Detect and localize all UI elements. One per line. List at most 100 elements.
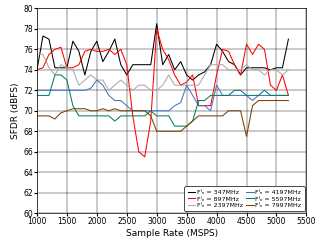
Fᴵₙ = 7997MHz [245, 135, 248, 138]
Fᴵₙ = 347MHz [119, 63, 123, 66]
Fᴵₙ = 2397MHz [287, 68, 291, 71]
Fᴵₙ = 5597MHz [185, 125, 188, 128]
Fᴵₙ = 5597MHz [119, 114, 123, 117]
Fᴵₙ = 897MHz [131, 114, 135, 117]
Fᴵₙ = 347MHz [251, 66, 255, 69]
Fᴵₙ = 347MHz [239, 73, 242, 76]
Fᴵₙ = 347MHz [274, 66, 278, 69]
Fᴵₙ = 7997MHz [185, 125, 188, 128]
Line: Fᴵₙ = 4197MHz: Fᴵₙ = 4197MHz [37, 80, 289, 111]
Fᴵₙ = 2397MHz [47, 66, 51, 69]
Fᴵₙ = 347MHz [95, 40, 99, 43]
Fᴵₙ = 347MHz [203, 70, 206, 73]
Fᴵₙ = 347MHz [179, 60, 183, 63]
Fᴵₙ = 4197MHz [161, 109, 165, 112]
Fᴵₙ = 7997MHz [53, 118, 57, 121]
Fᴵₙ = 7997MHz [95, 109, 99, 112]
Fᴵₙ = 5597MHz [41, 94, 45, 97]
Fᴵₙ = 897MHz [155, 27, 159, 30]
Fᴵₙ = 897MHz [269, 84, 273, 87]
Fᴵₙ = 347MHz [227, 60, 230, 63]
Fᴵₙ = 2397MHz [137, 84, 141, 87]
Fᴵₙ = 897MHz [119, 48, 123, 51]
Fᴵₙ = 5597MHz [209, 94, 213, 97]
Fᴵₙ = 347MHz [113, 38, 117, 41]
Fᴵₙ = 5597MHz [89, 114, 93, 117]
Fᴵₙ = 5597MHz [35, 94, 39, 97]
Fᴵₙ = 347MHz [143, 63, 147, 66]
Fᴵₙ = 7997MHz [101, 107, 105, 110]
Fᴵₙ = 5597MHz [197, 99, 201, 102]
Fᴵₙ = 897MHz [65, 66, 69, 69]
Fᴵₙ = 7997MHz [274, 99, 278, 102]
Fᴵₙ = 2397MHz [95, 78, 99, 81]
Fᴵₙ = 2397MHz [227, 68, 230, 71]
Fᴵₙ = 347MHz [83, 73, 87, 76]
Fᴵₙ = 347MHz [35, 68, 39, 71]
Fᴵₙ = 5597MHz [281, 94, 284, 97]
Fᴵₙ = 7997MHz [149, 114, 153, 117]
Fᴵₙ = 897MHz [227, 50, 230, 53]
Fᴵₙ = 897MHz [53, 48, 57, 51]
Fᴵₙ = 347MHz [191, 78, 195, 81]
Fᴵₙ = 347MHz [71, 40, 75, 43]
Fᴵₙ = 7997MHz [215, 114, 219, 117]
Fᴵₙ = 7997MHz [47, 114, 51, 117]
Fᴵₙ = 347MHz [209, 63, 213, 66]
Fᴵₙ = 4197MHz [137, 109, 141, 112]
Fᴵₙ = 4197MHz [281, 94, 284, 97]
X-axis label: Sample Rate (MSPS): Sample Rate (MSPS) [126, 229, 218, 238]
Fᴵₙ = 897MHz [47, 53, 51, 56]
Fᴵₙ = 2397MHz [131, 89, 135, 92]
Fᴵₙ = 347MHz [125, 73, 129, 76]
Fᴵₙ = 347MHz [263, 66, 266, 69]
Fᴵₙ = 4197MHz [125, 104, 129, 107]
Fᴵₙ = 2397MHz [173, 84, 177, 87]
Fᴵₙ = 7997MHz [173, 130, 177, 133]
Fᴵₙ = 4197MHz [274, 94, 278, 97]
Fᴵₙ = 4197MHz [287, 94, 291, 97]
Fᴵₙ = 2397MHz [35, 53, 39, 56]
Fᴵₙ = 897MHz [256, 43, 260, 46]
Fᴵₙ = 2397MHz [179, 84, 183, 87]
Fᴵₙ = 897MHz [35, 68, 39, 71]
Fᴵₙ = 347MHz [281, 66, 284, 69]
Fᴵₙ = 7997MHz [233, 109, 237, 112]
Fᴵₙ = 347MHz [245, 66, 248, 69]
Fᴵₙ = 897MHz [197, 104, 201, 107]
Fᴵₙ = 4197MHz [251, 99, 255, 102]
Fᴵₙ = 2397MHz [221, 63, 224, 66]
Fᴵₙ = 2397MHz [101, 78, 105, 81]
Fᴵₙ = 7997MHz [269, 99, 273, 102]
Y-axis label: SFDR (dBFS): SFDR (dBFS) [11, 83, 20, 139]
Fᴵₙ = 7997MHz [83, 107, 87, 110]
Fᴵₙ = 7997MHz [143, 109, 147, 112]
Fᴵₙ = 897MHz [287, 94, 291, 97]
Fᴵₙ = 5597MHz [269, 94, 273, 97]
Line: Fᴵₙ = 7997MHz: Fᴵₙ = 7997MHz [37, 101, 289, 136]
Fᴵₙ = 4197MHz [155, 109, 159, 112]
Fᴵₙ = 347MHz [155, 22, 159, 25]
Fᴵₙ = 5597MHz [173, 125, 177, 128]
Fᴵₙ = 2397MHz [83, 78, 87, 81]
Fᴵₙ = 897MHz [167, 58, 171, 61]
Fᴵₙ = 4197MHz [245, 94, 248, 97]
Fᴵₙ = 897MHz [137, 150, 141, 153]
Fᴵₙ = 5597MHz [101, 114, 105, 117]
Line: Fᴵₙ = 347MHz: Fᴵₙ = 347MHz [37, 24, 289, 80]
Fᴵₙ = 2397MHz [269, 68, 273, 71]
Fᴵₙ = 7997MHz [137, 109, 141, 112]
Fᴵₙ = 4197MHz [239, 94, 242, 97]
Fᴵₙ = 347MHz [41, 35, 45, 37]
Fᴵₙ = 2397MHz [191, 84, 195, 87]
Fᴵₙ = 897MHz [125, 63, 129, 66]
Fᴵₙ = 897MHz [143, 156, 147, 158]
Fᴵₙ = 7997MHz [197, 114, 201, 117]
Fᴵₙ = 7997MHz [167, 130, 171, 133]
Fᴵₙ = 4197MHz [227, 94, 230, 97]
Fᴵₙ = 2397MHz [215, 63, 219, 66]
Fᴵₙ = 347MHz [137, 63, 141, 66]
Fᴵₙ = 897MHz [209, 104, 213, 107]
Fᴵₙ = 5597MHz [233, 89, 237, 92]
Fᴵₙ = 897MHz [41, 66, 45, 69]
